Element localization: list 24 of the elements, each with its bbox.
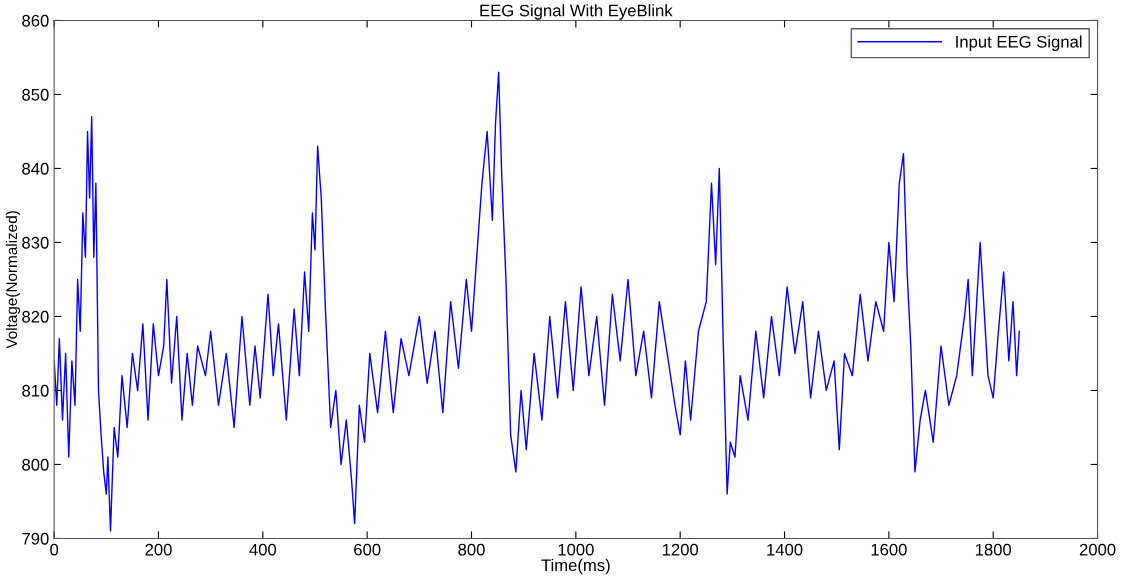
x-tick-label: 1400	[767, 543, 803, 556]
x-tick-label: 1800	[975, 543, 1012, 556]
x-tick-label: 400	[249, 543, 277, 556]
x-tick-label: 0	[50, 543, 59, 556]
x-axis-title: Time(ms)	[541, 558, 610, 575]
x-tick-label: 1000	[558, 543, 594, 556]
x-tick-label: 200	[145, 543, 172, 556]
y-tick-label: 860	[22, 14, 49, 27]
y-tick-label: 800	[22, 458, 49, 471]
y-tick-label: 790	[22, 532, 49, 545]
y-tick-label: 850	[22, 88, 49, 101]
y-tick-label: 840	[22, 162, 49, 175]
x-tick-label: 1600	[871, 543, 907, 556]
y-axis-title: Voltage(Normalized)	[5, 211, 21, 349]
x-tick-label: 2000	[1079, 543, 1116, 556]
line-series	[54, 71, 1020, 532]
y-tick-label: 810	[22, 384, 49, 397]
x-tick-label: 800	[458, 543, 485, 556]
x-tick-label: 1200	[662, 543, 699, 556]
y-tick-label: 820	[22, 310, 49, 323]
y-tick-label: 830	[22, 236, 49, 249]
chart-title: EEG Signal With EyeBlink	[480, 4, 673, 20]
legend-label: Input EEG Signal	[956, 35, 1082, 51]
x-tick-label: 600	[354, 543, 381, 556]
